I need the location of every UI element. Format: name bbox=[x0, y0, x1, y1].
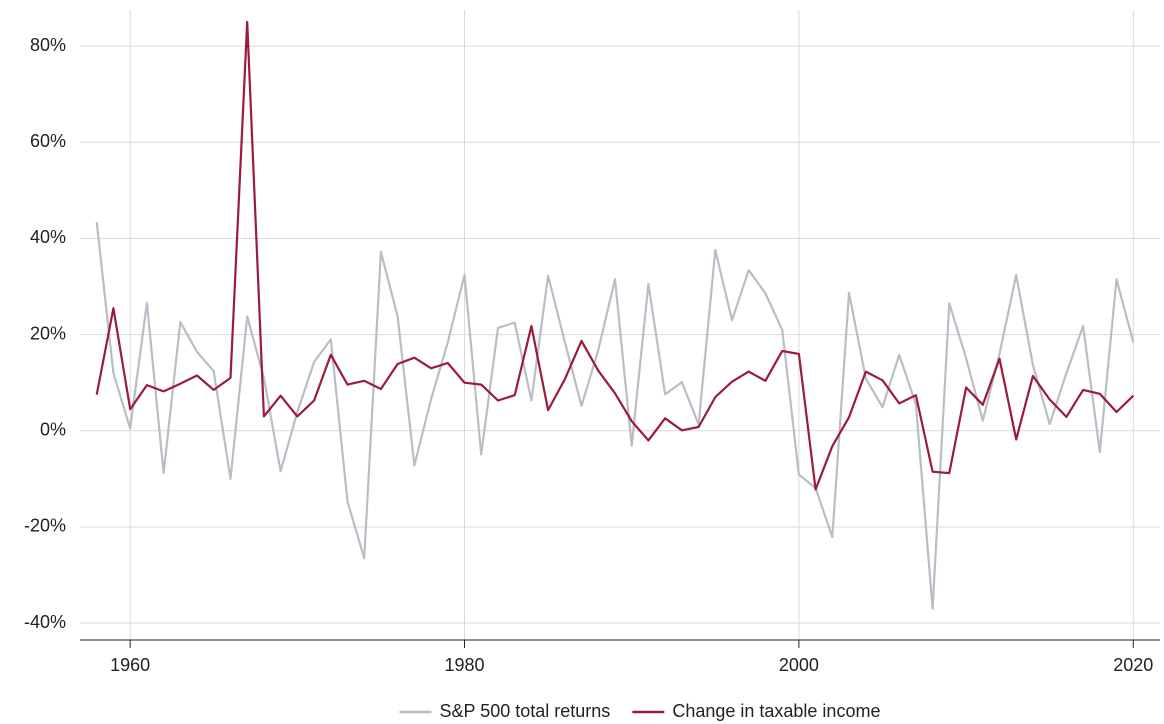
x-tick-label: 2020 bbox=[1113, 655, 1153, 675]
y-tick-label: 20% bbox=[30, 323, 66, 343]
x-tick-label: 2000 bbox=[779, 655, 819, 675]
y-tick-label: 40% bbox=[30, 227, 66, 247]
legend: S&P 500 total returns Change in taxable i… bbox=[399, 701, 880, 721]
legend-label: S&P 500 total returns bbox=[440, 701, 611, 721]
series-line bbox=[95, 20, 1135, 491]
y-tick-label: 60% bbox=[30, 131, 66, 151]
y-tick-label: -40% bbox=[24, 612, 66, 632]
series-line bbox=[95, 221, 1135, 610]
x-tick-label: 1960 bbox=[110, 655, 150, 675]
y-tick-label: 80% bbox=[30, 35, 66, 55]
y-tick-label: -20% bbox=[24, 516, 66, 536]
x-tick-label: 1980 bbox=[444, 655, 484, 675]
y-tick-label: 0% bbox=[40, 420, 66, 440]
legend-label: Change in taxable income bbox=[672, 701, 880, 721]
